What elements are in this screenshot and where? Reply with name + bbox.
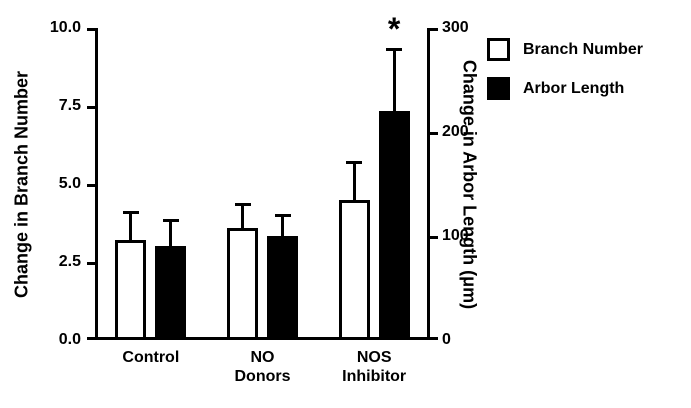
- error-bar-line: [169, 220, 173, 247]
- error-bar-cap: [234, 203, 251, 207]
- error-bar-cap: [122, 211, 139, 215]
- legend-swatch-0: [487, 38, 510, 61]
- significance-asterisk: *: [387, 10, 401, 47]
- right-axis-line: [427, 28, 430, 340]
- bar-branch-number-0: [115, 240, 147, 340]
- legend-label-1: Arbor Length: [523, 79, 625, 97]
- error-bar-cap: [162, 219, 179, 223]
- error-bar-cap: [386, 47, 403, 51]
- bar-arbor-length-1: [267, 236, 298, 340]
- left-axis-tick: [87, 337, 95, 340]
- legend-label-0: Branch Number: [523, 40, 644, 58]
- left-tick-label: 0.0: [58, 331, 81, 348]
- left-tick-label: 7.5: [58, 97, 81, 114]
- error-bar-line: [241, 204, 244, 228]
- right-axis-tick: [430, 28, 438, 31]
- bar-branch-number-1: [227, 227, 258, 340]
- left-axis-tick: [87, 28, 95, 31]
- right-tick-label: 300: [442, 19, 469, 36]
- right-tick-label: 100: [442, 227, 469, 244]
- left-tick-label: 5.0: [58, 175, 81, 192]
- bottom-axis-line: [95, 337, 430, 340]
- error-bar-line: [392, 48, 396, 112]
- right-axis-tick: [430, 132, 438, 135]
- right-axis-title: Change in Arbor Length (μm): [459, 59, 480, 310]
- left-axis-tick: [87, 262, 95, 265]
- right-axis-tick: [430, 337, 438, 340]
- x-tick-label: NO Donors: [234, 349, 291, 385]
- legend-item-branch-number: Branch Number: [487, 38, 643, 61]
- right-tick-label: 0: [442, 331, 451, 348]
- legend: Branch Number Arbor Length: [487, 38, 643, 116]
- legend-swatch-1: [487, 77, 510, 100]
- error-bar-cap: [346, 161, 363, 165]
- error-bar-cap: [274, 214, 291, 218]
- right-axis-tick: [430, 236, 438, 239]
- plot-area: 0.0 2.5 5.0 7.5 10.0 0 100 200 300 Control NO Dono…: [50, 13, 469, 385]
- error-bar-line: [352, 162, 356, 200]
- left-axis-line: [95, 28, 98, 340]
- legend-item-arbor-length: Arbor Length: [487, 77, 643, 100]
- left-tick-label: 10.0: [49, 19, 81, 36]
- bar-branch-number-2: [338, 199, 370, 340]
- bar-arbor-length-2: [378, 111, 410, 340]
- left-axis-tick: [87, 184, 95, 187]
- right-tick-label: 200: [442, 123, 469, 140]
- left-axis-tick: [87, 106, 95, 109]
- error-bar-line: [129, 212, 133, 241]
- left-axis-title: Change in Branch Number: [11, 70, 32, 299]
- bar-arbor-length-0: [155, 246, 187, 340]
- error-bar-line: [281, 215, 284, 236]
- left-tick-label: 2.5: [58, 253, 81, 270]
- x-tick-label: NOS Inhibitor: [342, 349, 407, 385]
- x-tick-label: Control: [122, 349, 180, 366]
